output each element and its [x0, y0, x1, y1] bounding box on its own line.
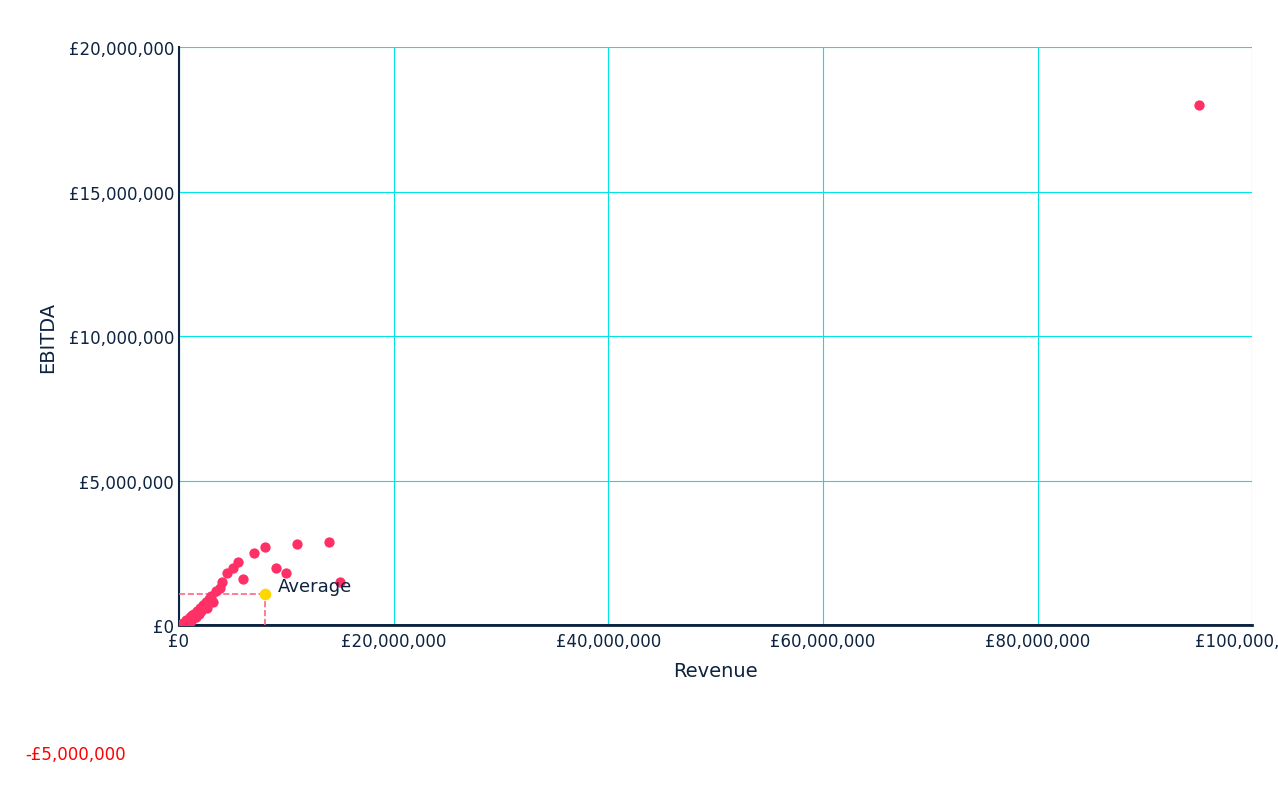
Point [192, 605, 212, 618]
Point [184, 608, 204, 621]
Point [227, 556, 248, 569]
Point [185, 610, 206, 623]
Point [175, 616, 196, 629]
Point [330, 576, 350, 589]
Point [192, 599, 212, 612]
Point [217, 567, 238, 580]
Point [173, 618, 193, 631]
Point [179, 616, 199, 629]
Point [197, 602, 217, 614]
Point [187, 605, 207, 618]
Point [188, 605, 208, 618]
Point [320, 536, 340, 549]
Point [286, 538, 307, 551]
Point [1189, 99, 1209, 112]
Point [254, 541, 275, 554]
Point [190, 602, 211, 614]
Point [178, 614, 198, 626]
Point [233, 573, 253, 585]
Point [196, 596, 216, 609]
X-axis label: Revenue: Revenue [674, 662, 758, 681]
Point [173, 618, 193, 630]
Point [170, 618, 190, 630]
Point [203, 596, 224, 609]
Y-axis label: EBITDA: EBITDA [38, 302, 58, 372]
Point [199, 593, 220, 606]
Point [222, 561, 243, 574]
Point [276, 567, 296, 580]
Point [244, 547, 265, 560]
Point [179, 610, 199, 623]
Point [266, 561, 286, 574]
Text: Average: Average [277, 577, 351, 596]
Point [185, 628, 206, 641]
Point [210, 581, 230, 594]
Point [171, 618, 192, 631]
Point [206, 585, 226, 597]
Point [193, 599, 213, 612]
Point [170, 619, 190, 632]
Point [180, 615, 201, 628]
Point [212, 576, 233, 589]
Point [174, 617, 194, 630]
Point [189, 608, 210, 621]
Point [176, 614, 197, 627]
Text: -£5,000,000: -£5,000,000 [26, 745, 127, 763]
Point [183, 612, 203, 625]
Point [181, 609, 202, 622]
Point [254, 587, 275, 600]
Point [201, 590, 221, 603]
Point [171, 618, 192, 630]
